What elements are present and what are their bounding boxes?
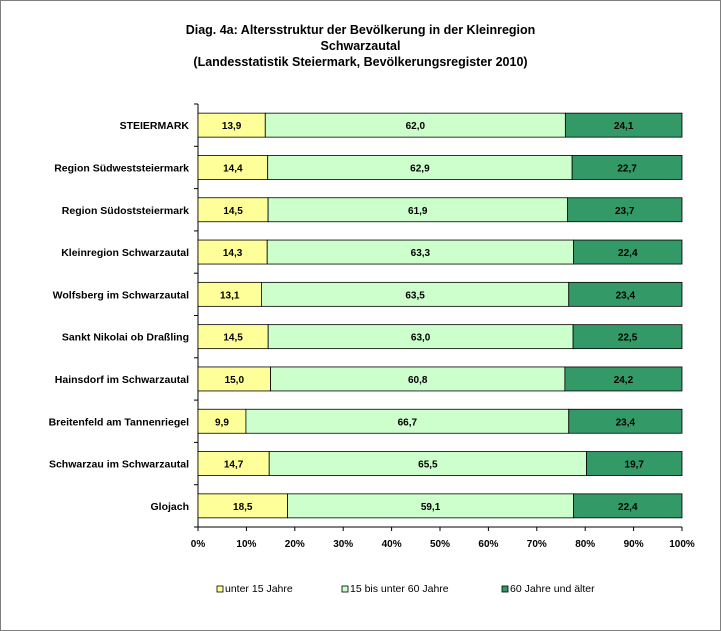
data-label: 13,1 [220,290,240,301]
bar-segment [572,324,683,350]
data-label: 22,7 [617,163,637,174]
legend-swatch [501,585,509,593]
legend-swatch [216,585,224,593]
data-label: 63,3 [411,248,431,259]
data-label: 18,5 [233,502,253,513]
category-label: Hainsdorf im Schwarzautal [55,374,189,386]
data-label: 63,0 [411,333,431,344]
chart-title-line-1: Diag. 4a: Altersstruktur der Bevölkerung… [185,23,536,37]
bar-segment [197,493,288,519]
data-label: 23,7 [615,206,635,217]
data-label: 63,5 [405,290,425,301]
chart-title: Diag. 4a: Altersstruktur der Bevölkerung… [0,22,721,70]
category-label: Region Südoststeiermark [62,205,189,217]
data-label: 22,5 [618,333,638,344]
data-label: 14,3 [223,248,243,259]
data-label: 15,0 [225,375,245,386]
data-label: 14,7 [224,460,244,471]
data-label: 24,2 [614,375,634,386]
data-label: 59,1 [421,502,441,513]
x-tick-label: 30% [333,539,353,550]
bar-segment [261,281,570,307]
bar-segment [197,239,268,265]
bar-segment [586,451,683,476]
category-label: Kleinregion Schwarzautal [61,247,189,259]
category-label: Glojach [150,501,189,513]
bar-segment [573,493,683,519]
category-label: STEIERMARK [120,120,190,132]
data-label: 22,4 [618,502,638,513]
x-tick-label: 70% [527,539,547,550]
bar-segment [567,197,683,223]
bar-segment [197,408,247,434]
x-tick-label: 10% [236,539,256,550]
bar-segment [197,112,266,138]
x-tick-label: 100% [669,539,695,550]
x-tick-label: 50% [430,539,450,550]
bar-segment [264,112,566,138]
data-label: 14,4 [223,163,243,174]
category-label: Sankt Nikolai ob Draßling [62,332,189,344]
bar-segment [564,366,683,392]
legend-label: 60 Jahre und älter [510,583,595,595]
data-label: 60,8 [408,375,428,386]
data-label: 13,9 [222,121,242,132]
legend-swatch [341,585,349,593]
bar-segment [197,155,269,180]
chart-title-line-3: (Landesstatistik Steiermark, Bevölkerung… [193,55,528,69]
category-label: Schwarzau im Schwarzautal [49,459,189,471]
x-tick-label: 80% [575,539,595,550]
x-tick-label: 0% [191,539,206,550]
x-tick-label: 20% [285,539,305,550]
legend-label: unter 15 Jahre [225,583,293,595]
x-tick-label: 90% [624,539,644,550]
data-label: 61,9 [408,206,428,217]
bar-segment [564,112,683,138]
bar-segment [266,239,574,265]
bar-segment [267,197,568,223]
data-label: 23,4 [616,290,636,301]
bar-segment [245,408,570,434]
data-label: 9,9 [215,417,229,428]
data-label: 14,5 [223,333,243,344]
data-label: 66,7 [398,417,418,428]
bar-segment [267,155,573,180]
data-label: 62,9 [410,163,430,174]
bar-segment [197,366,271,392]
bar-segment [573,239,683,265]
data-label: 14,5 [223,206,243,217]
x-tick-label: 40% [382,539,402,550]
data-label: 23,4 [616,417,636,428]
data-label: 22,4 [618,248,638,259]
data-label: 24,1 [614,121,634,132]
bar-segment [568,408,683,434]
data-label: 19,7 [625,460,645,471]
x-tick-label: 60% [478,539,498,550]
category-label: Breitenfeld am Tannenriegel [49,416,190,428]
data-label: 65,5 [418,460,438,471]
bar-segment [197,197,269,223]
bar-segment [197,324,269,350]
legend-label: 15 bis unter 60 Jahre [350,583,449,595]
bar-segment [268,451,587,476]
bar-segment [267,324,574,350]
data-label: 62,0 [406,121,426,132]
category-label: Region Südweststeiermark [54,162,189,174]
bar-segment [571,155,683,180]
chart-title-line-2: Schwarzautal [320,39,401,53]
category-label: Wolfsberg im Schwarzautal [53,289,189,301]
bar-segment [568,281,683,307]
